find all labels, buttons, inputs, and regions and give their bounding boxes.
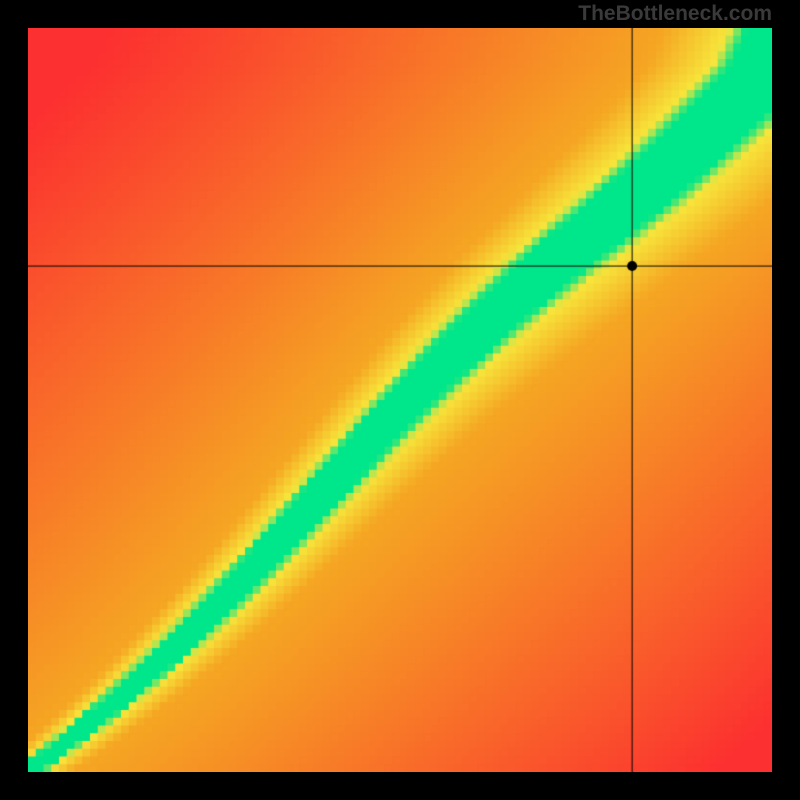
watermark-text: TheBottleneck.com [578,2,772,26]
bottleneck-heatmap [28,28,772,772]
chart-container: TheBottleneck.com [0,0,800,800]
